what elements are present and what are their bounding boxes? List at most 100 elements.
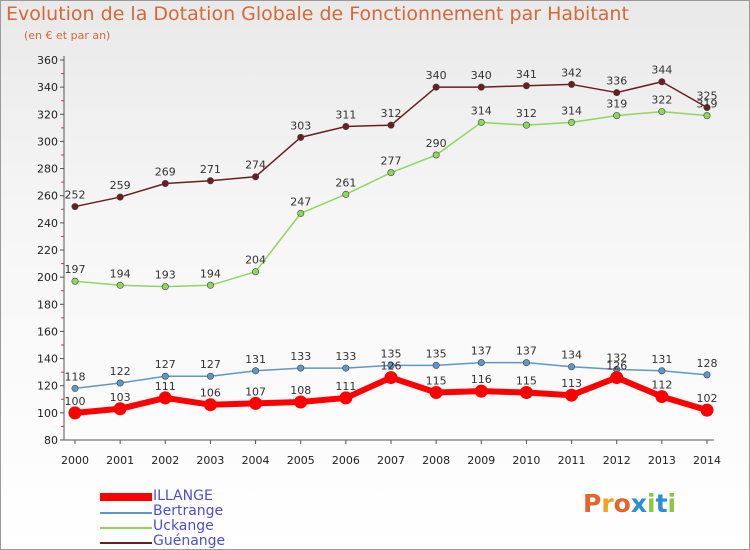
data-point — [161, 283, 169, 291]
legend-swatch — [100, 527, 152, 529]
data-point — [477, 83, 485, 91]
x-tick-label: 2007 — [377, 454, 405, 467]
data-label: 311 — [335, 109, 356, 122]
data-label: 274 — [245, 159, 266, 172]
data-point — [610, 371, 624, 385]
data-point — [474, 384, 488, 398]
data-point — [703, 104, 711, 112]
data-label: 204 — [245, 254, 266, 267]
x-tick-label: 2000 — [61, 454, 89, 467]
x-tick-label: 2014 — [693, 454, 721, 467]
data-label: 135 — [426, 347, 447, 360]
legend-swatch — [100, 542, 152, 544]
x-tick-label: 2002 — [151, 454, 179, 467]
data-point — [161, 180, 169, 188]
data-point — [568, 118, 576, 126]
x-tick-label: 2009 — [467, 454, 495, 467]
data-label: 314 — [561, 104, 582, 117]
x-tick-label: 2013 — [648, 454, 676, 467]
data-point — [71, 277, 79, 285]
data-point — [342, 190, 350, 198]
data-label: 133 — [335, 350, 356, 363]
data-point — [703, 371, 711, 379]
x-tick-label: 2003 — [196, 454, 224, 467]
data-label: 135 — [381, 347, 402, 360]
x-tick-label: 2008 — [422, 454, 450, 467]
data-label: 193 — [155, 269, 176, 282]
data-label: 259 — [110, 179, 131, 192]
data-label: 319 — [606, 98, 627, 111]
data-point — [297, 133, 305, 141]
data-label: 137 — [471, 345, 492, 358]
data-label: 127 — [155, 358, 176, 371]
legend-label: ILLANGE — [153, 488, 213, 504]
data-point — [477, 118, 485, 126]
data-label: 115 — [516, 375, 537, 388]
data-point — [252, 268, 260, 276]
data-point — [565, 388, 579, 402]
data-label: 103 — [110, 391, 131, 404]
data-point — [113, 402, 127, 416]
y-tick-label: 300 — [37, 135, 58, 148]
legend-swatch — [100, 512, 152, 514]
data-point — [429, 386, 443, 399]
data-label: 134 — [561, 349, 582, 362]
x-tick-label: 2004 — [242, 454, 270, 467]
x-tick-label: 2005 — [287, 454, 315, 467]
data-label: 118 — [65, 370, 86, 383]
data-label: 107 — [245, 385, 266, 398]
data-label: 325 — [697, 90, 718, 103]
data-point — [71, 384, 79, 392]
data-point — [297, 364, 305, 372]
series-illange: 100 103 111 106 107 108 111 126 115 116 115 113 126 1… — [65, 360, 718, 420]
data-point — [342, 364, 350, 372]
data-label: 194 — [200, 267, 221, 280]
data-point — [206, 281, 214, 289]
data-point — [522, 359, 530, 367]
y-tick-label: 120 — [37, 380, 58, 393]
y-tick-label: 320 — [37, 108, 58, 121]
data-label: 344 — [651, 64, 672, 77]
data-point — [116, 281, 124, 289]
data-point — [658, 367, 666, 375]
data-point — [252, 367, 260, 375]
data-label: 137 — [516, 345, 537, 358]
legend-label: Bertrange — [153, 503, 224, 519]
data-point — [158, 391, 172, 405]
data-point — [477, 359, 485, 367]
data-label: 127 — [200, 358, 221, 371]
y-tick-label: 80 — [44, 434, 58, 447]
data-point — [297, 209, 305, 217]
y-tick-label: 260 — [37, 190, 58, 203]
data-label: 247 — [290, 195, 311, 208]
data-label: 106 — [200, 387, 221, 400]
data-point — [568, 80, 576, 88]
y-tick-label: 340 — [37, 81, 58, 94]
data-point — [522, 121, 530, 129]
data-point — [294, 395, 308, 409]
data-label: 197 — [65, 263, 86, 276]
data-label: 112 — [651, 379, 672, 392]
data-label: 111 — [155, 380, 176, 393]
data-label: 194 — [110, 267, 131, 280]
y-tick-label: 100 — [37, 407, 58, 420]
legend-label: Guénange — [153, 533, 226, 549]
data-point — [387, 361, 395, 369]
data-point — [342, 123, 350, 131]
data-point — [613, 89, 621, 97]
data-label: 100 — [65, 395, 86, 408]
data-point — [519, 386, 533, 399]
data-label: 131 — [245, 353, 266, 366]
data-label: 116 — [471, 373, 492, 386]
data-point — [71, 203, 79, 211]
data-point — [387, 121, 395, 129]
data-point — [249, 396, 263, 410]
data-label: 122 — [110, 365, 131, 378]
data-label: 314 — [471, 104, 492, 117]
data-point — [161, 372, 169, 380]
data-label: 271 — [200, 163, 221, 176]
data-point — [203, 398, 217, 412]
data-label: 126 — [381, 360, 402, 373]
